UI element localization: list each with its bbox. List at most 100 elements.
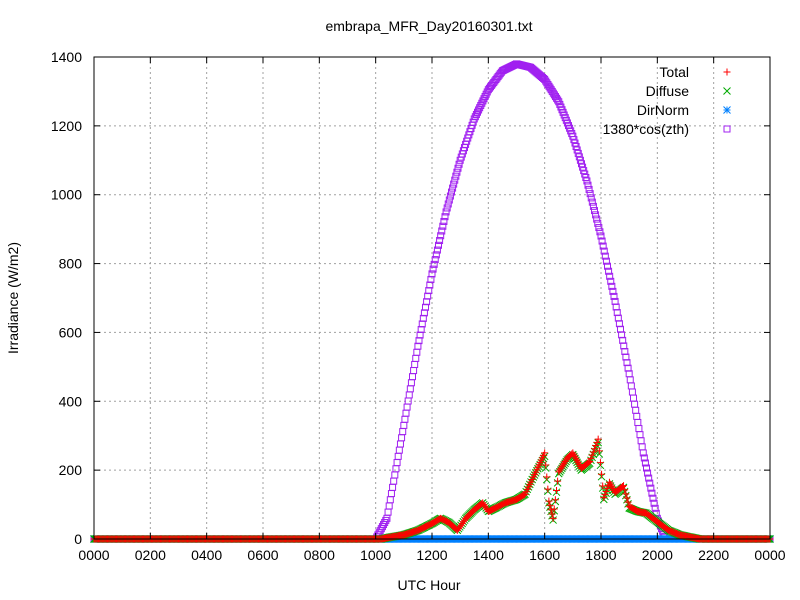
x-tick-label: 1000 <box>360 547 391 563</box>
data-point <box>544 485 552 493</box>
data-point <box>472 110 480 118</box>
data-point <box>650 499 658 507</box>
data-point <box>586 458 594 466</box>
data-point <box>444 200 452 208</box>
data-point <box>648 489 656 497</box>
legend-item-total: Total <box>659 64 731 80</box>
ticks: 0000 0200 0400 0600 0800 1000 1200 1400 1600 1800… <box>51 49 786 563</box>
legend-marker <box>723 106 731 114</box>
legend-marker <box>723 68 731 76</box>
data-point <box>595 224 603 232</box>
x-tick-label: 1600 <box>529 547 560 563</box>
data-point <box>623 494 631 502</box>
data-point <box>600 494 608 502</box>
data-point <box>451 176 459 184</box>
data-point <box>440 217 448 225</box>
legend-label: Total <box>659 64 689 80</box>
data-point <box>428 270 436 278</box>
data-point <box>608 282 616 290</box>
legend-marker <box>723 125 731 133</box>
data-point <box>588 451 596 459</box>
data-point <box>382 516 390 524</box>
data-point <box>595 447 603 455</box>
data-point <box>585 458 593 466</box>
data-point <box>589 448 597 456</box>
x-tick-label: 0600 <box>247 547 278 563</box>
data-point <box>649 494 657 502</box>
data-point <box>593 438 601 446</box>
data-point <box>598 470 606 478</box>
x-tick-label: 2000 <box>642 547 673 563</box>
data-point <box>601 491 609 499</box>
data-point <box>442 208 450 216</box>
data-point <box>601 252 609 260</box>
y-tick-label: 600 <box>59 324 83 340</box>
data-point <box>454 164 462 172</box>
data-point <box>621 486 629 494</box>
data-point <box>435 241 442 249</box>
data-point <box>597 232 605 240</box>
data-point <box>554 477 562 485</box>
y-tick-label: 200 <box>59 462 83 478</box>
legend-item-dirnorm: DirNorm <box>637 102 731 118</box>
data-point <box>436 237 444 245</box>
data-point <box>594 435 602 443</box>
data-point <box>448 188 455 196</box>
data-point <box>644 469 652 477</box>
data-point <box>477 101 485 109</box>
data-point <box>443 204 451 212</box>
y-axis-title: Irradiance (W/m2) <box>5 242 21 354</box>
data-point <box>438 227 446 235</box>
data-point <box>480 95 488 103</box>
data-point <box>552 486 560 494</box>
data-point <box>646 479 654 487</box>
data-point <box>546 501 554 509</box>
data-point <box>470 115 478 123</box>
data-point <box>543 473 551 481</box>
data-point <box>547 506 555 514</box>
data-point <box>624 498 632 506</box>
data-point <box>599 482 607 490</box>
chart-title: embrapa_MFR_Day20160301.txt <box>325 18 532 34</box>
data-point <box>432 251 440 259</box>
x-tick-label: 0000 <box>78 547 109 563</box>
data-point <box>647 484 655 492</box>
data-point <box>607 277 615 285</box>
legend-marker <box>723 87 731 95</box>
legend-item-diffuse: Diffuse <box>646 83 731 99</box>
data-point <box>645 474 653 482</box>
data-point <box>449 184 457 192</box>
data-point <box>429 265 437 273</box>
y-tick-label: 0 <box>74 531 82 547</box>
data-point <box>592 211 600 219</box>
data-point <box>476 104 484 112</box>
data-point <box>606 272 614 280</box>
legend-label: DirNorm <box>637 102 689 118</box>
data-point <box>643 464 650 472</box>
data-point <box>430 260 438 268</box>
data-point <box>475 106 483 114</box>
data-point <box>439 222 447 230</box>
data-point <box>592 442 600 450</box>
data-point <box>600 247 608 255</box>
data-point <box>594 219 602 227</box>
y-tick-label: 1400 <box>51 49 82 65</box>
data-point <box>587 194 595 202</box>
data-point <box>479 97 487 105</box>
data-point <box>381 518 389 526</box>
data-point <box>453 168 461 176</box>
data-point <box>651 504 659 512</box>
data-point <box>584 181 592 189</box>
data-point <box>445 196 453 204</box>
x-tick-label: 0800 <box>304 547 335 563</box>
data-point <box>551 496 559 504</box>
data-point <box>446 192 454 200</box>
data-point <box>591 445 599 453</box>
data-point <box>478 99 486 107</box>
data-point <box>450 180 458 188</box>
data-point <box>431 256 439 264</box>
data-point <box>620 482 628 490</box>
